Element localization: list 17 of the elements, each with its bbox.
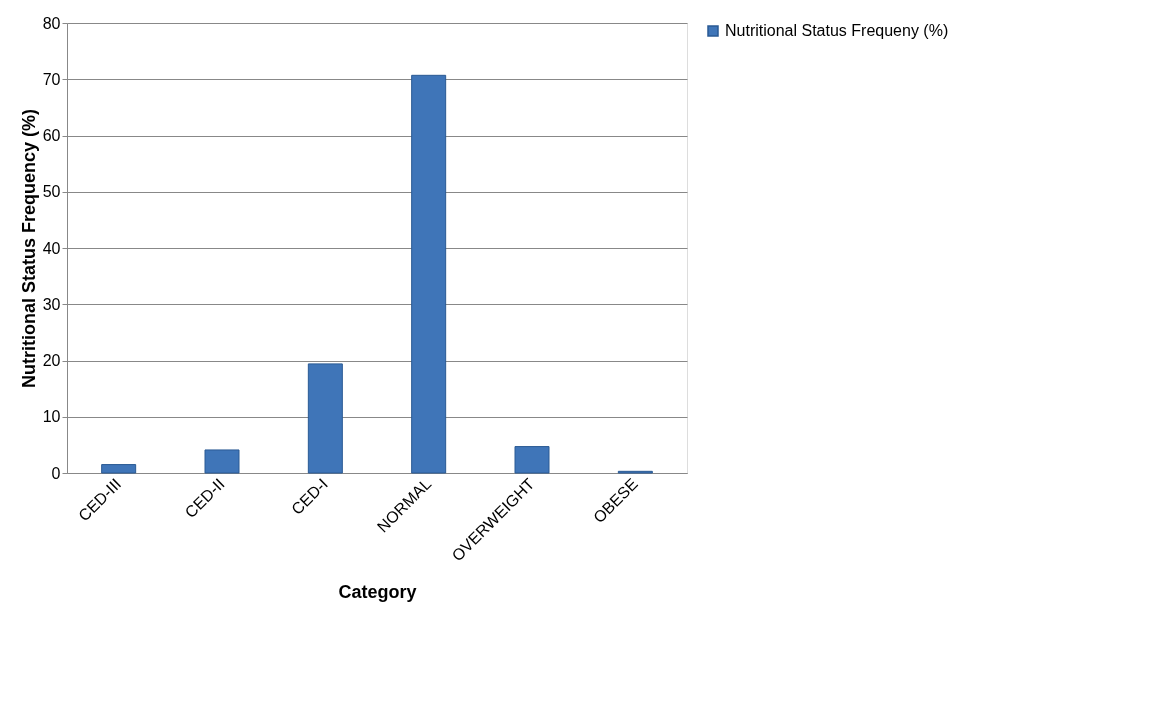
y-tick-label: 70 [42,70,61,88]
y-tick-label: 20 [42,352,61,369]
y-axis-title: Nutritional Status Frequency (%) [18,108,39,389]
y-tick-label: 10 [42,408,61,426]
y-tick-label: 80 [42,14,61,32]
x-axis-title: Category [338,582,417,603]
bar [514,446,550,474]
y-tick-label: 0 [51,464,61,482]
y-tick-label: 30 [42,295,61,313]
bar [101,464,137,474]
y-tick-label: 40 [42,239,61,257]
bar [411,74,447,474]
legend-label: Nutritional Status Frequeny (%) [725,22,949,39]
y-tick-label: 50 [42,183,61,201]
bar [204,449,240,474]
y-tick-label: 60 [42,127,61,144]
bar [307,363,343,474]
